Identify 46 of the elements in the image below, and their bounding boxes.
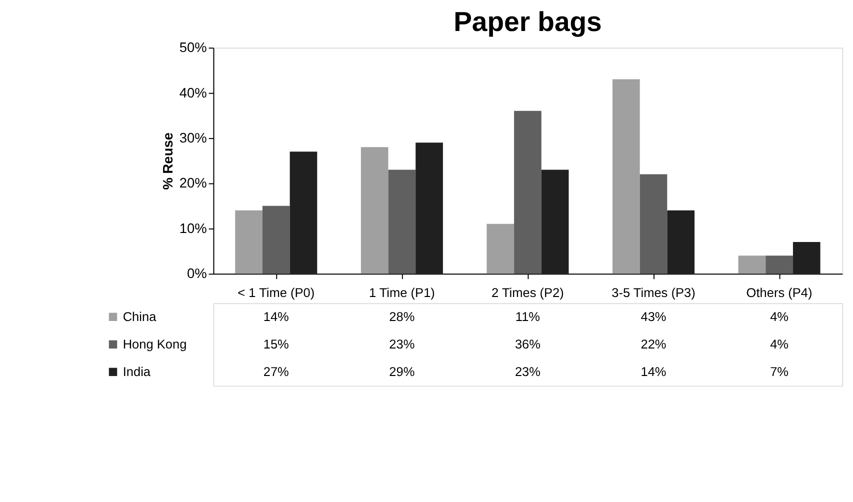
bar: [792, 242, 820, 274]
data-label: 7%: [770, 364, 789, 379]
bar: [290, 152, 318, 274]
bar: [612, 79, 640, 274]
data-label: 43%: [640, 308, 666, 324]
data-label: 4%: [770, 336, 789, 352]
data-label: 14%: [263, 308, 289, 324]
y-tick-label: 40%: [179, 85, 207, 100]
y-tick-label: 0%: [186, 266, 207, 282]
x-tick-label: < 1 Time (P0): [238, 284, 315, 300]
x-tick-label: 3-5 Times (P3): [612, 284, 696, 300]
data-label: 14%: [640, 364, 666, 379]
legend-label: Hong Kong: [122, 336, 187, 352]
y-tick-label: 20%: [179, 176, 207, 191]
bar: [640, 174, 668, 274]
bar: [388, 170, 416, 274]
bar: [541, 170, 569, 274]
data-label: 27%: [263, 364, 289, 379]
data-label: 11%: [515, 308, 540, 324]
bar: [667, 210, 695, 274]
x-tick-label: 1 Time (P1): [368, 284, 435, 300]
data-label: 29%: [389, 364, 415, 379]
data-label: 36%: [514, 336, 540, 352]
bar: [514, 110, 542, 274]
y-axis-title: % Reuse: [160, 132, 176, 190]
bar: [235, 210, 262, 274]
legend-label: India: [122, 364, 152, 379]
bar: [738, 256, 766, 274]
bar: [416, 142, 443, 274]
data-label: 23%: [514, 364, 540, 379]
bar: [766, 256, 793, 274]
bar: [486, 224, 514, 274]
data-label: 23%: [389, 336, 415, 352]
chart-title: Paper bags: [454, 6, 602, 37]
x-tick-label: 2 Times (P2): [492, 284, 564, 300]
bar: [262, 206, 290, 274]
data-label: 28%: [389, 308, 415, 324]
bar: [360, 147, 388, 274]
data-label: 4%: [770, 308, 789, 324]
x-tick-label: Others (P4): [746, 284, 812, 300]
y-tick-label: 30%: [179, 130, 207, 146]
y-tick-label: 10%: [179, 220, 207, 236]
y-tick-label: 50%: [179, 40, 207, 56]
data-label: 22%: [640, 336, 666, 352]
legend-label: China: [122, 308, 158, 324]
data-label: 15%: [263, 336, 289, 352]
